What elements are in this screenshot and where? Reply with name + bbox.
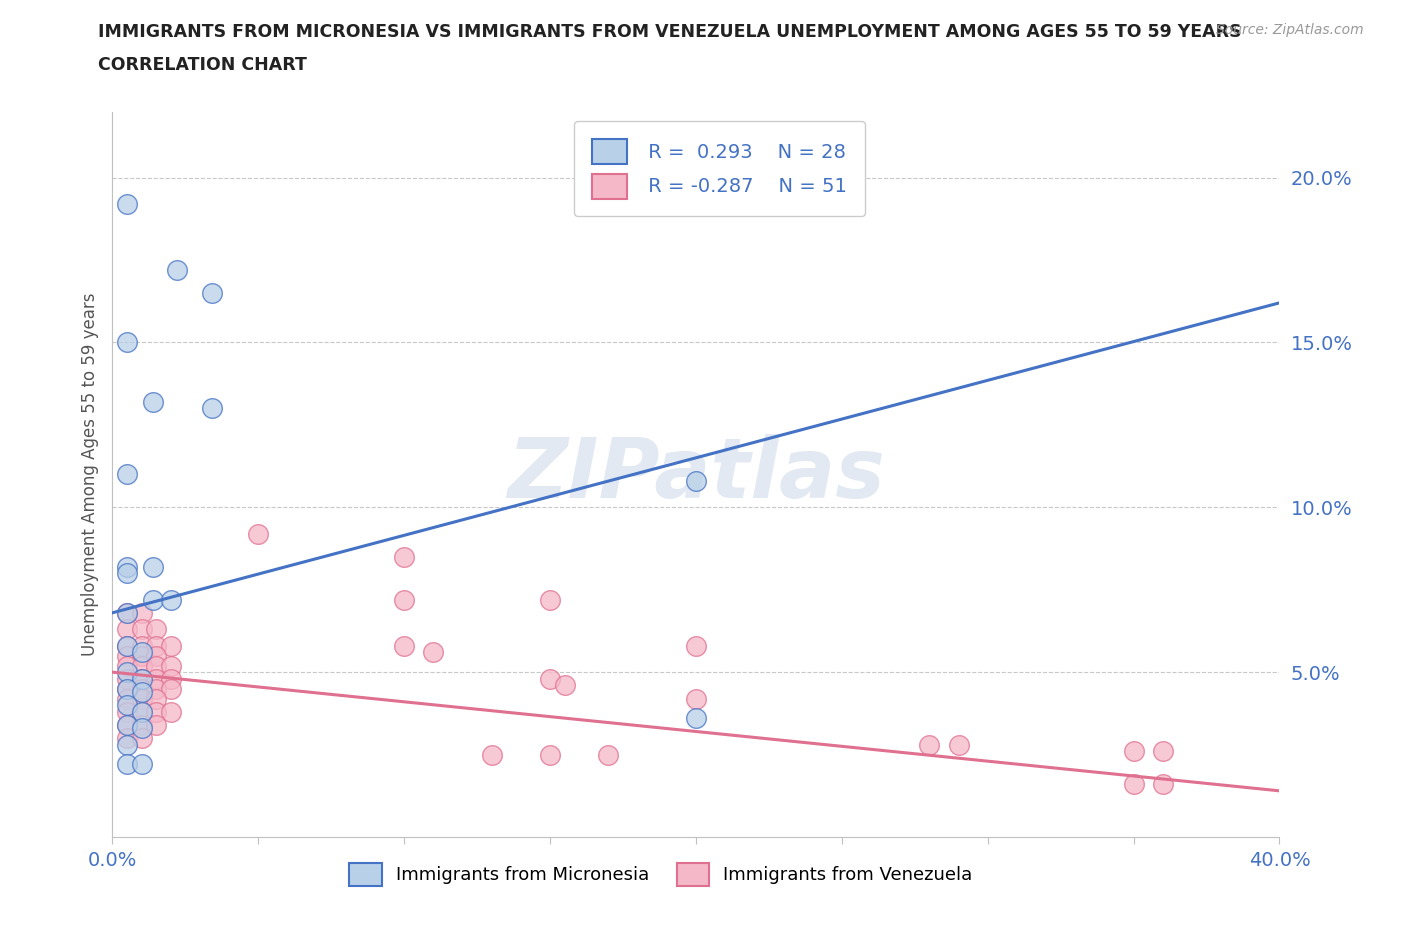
Point	[160, 681, 183, 696]
Point	[145, 717, 167, 732]
Point	[131, 757, 153, 772]
Point	[538, 592, 561, 607]
Point	[145, 704, 167, 719]
Point	[145, 671, 167, 686]
Point	[131, 721, 153, 736]
Point	[115, 467, 138, 482]
Point	[160, 658, 183, 673]
Point	[115, 717, 138, 732]
Point	[115, 565, 138, 580]
Point	[685, 691, 707, 706]
Point	[142, 592, 165, 607]
Point	[131, 704, 153, 719]
Point	[131, 717, 153, 732]
Point	[394, 638, 416, 653]
Point	[115, 196, 138, 211]
Text: Source: ZipAtlas.com: Source: ZipAtlas.com	[1216, 23, 1364, 37]
Point	[131, 671, 153, 686]
Point	[115, 731, 138, 746]
Point	[115, 638, 138, 653]
Point	[247, 526, 270, 541]
Point	[131, 658, 153, 673]
Point	[685, 711, 707, 725]
Point	[115, 622, 138, 637]
Point	[131, 648, 153, 663]
Point	[160, 671, 183, 686]
Point	[131, 681, 153, 696]
Point	[115, 681, 138, 696]
Point	[131, 605, 153, 620]
Point	[115, 717, 138, 732]
Point	[115, 638, 138, 653]
Point	[145, 658, 167, 673]
Point	[166, 262, 188, 277]
Point	[142, 559, 165, 574]
Text: CORRELATION CHART: CORRELATION CHART	[98, 56, 308, 73]
Text: IMMIGRANTS FROM MICRONESIA VS IMMIGRANTS FROM VENEZUELA UNEMPLOYMENT AMONG AGES : IMMIGRANTS FROM MICRONESIA VS IMMIGRANTS…	[98, 23, 1241, 41]
Point	[115, 658, 138, 673]
Point	[115, 757, 138, 772]
Point	[145, 622, 167, 637]
Point	[160, 638, 183, 653]
Point	[160, 704, 183, 719]
Point	[115, 704, 138, 719]
Point	[948, 737, 970, 752]
Y-axis label: Unemployment Among Ages 55 to 59 years: Unemployment Among Ages 55 to 59 years	[80, 293, 98, 656]
Point	[115, 665, 138, 680]
Point	[145, 691, 167, 706]
Point	[538, 671, 561, 686]
Point	[115, 698, 138, 712]
Point	[201, 286, 224, 300]
Point	[131, 691, 153, 706]
Point	[131, 731, 153, 746]
Point	[115, 671, 138, 686]
Point	[145, 681, 167, 696]
Point	[201, 401, 224, 416]
Point	[131, 704, 153, 719]
Legend: Immigrants from Micronesia, Immigrants from Venezuela: Immigrants from Micronesia, Immigrants f…	[342, 856, 980, 893]
Point	[394, 592, 416, 607]
Point	[554, 678, 576, 693]
Text: ZIPatlas: ZIPatlas	[508, 433, 884, 515]
Point	[115, 681, 138, 696]
Point	[481, 747, 503, 762]
Point	[538, 747, 561, 762]
Point	[1152, 777, 1174, 791]
Point	[131, 644, 153, 659]
Point	[115, 559, 138, 574]
Point	[115, 605, 138, 620]
Point	[131, 671, 153, 686]
Point	[115, 737, 138, 752]
Point	[115, 605, 138, 620]
Point	[115, 335, 138, 350]
Point	[145, 648, 167, 663]
Point	[394, 550, 416, 565]
Point	[1122, 744, 1144, 759]
Point	[131, 684, 153, 699]
Point	[422, 644, 444, 659]
Point	[685, 473, 707, 488]
Point	[160, 592, 183, 607]
Point	[918, 737, 941, 752]
Point	[115, 648, 138, 663]
Point	[115, 691, 138, 706]
Point	[1152, 744, 1174, 759]
Point	[142, 394, 165, 409]
Point	[145, 638, 167, 653]
Point	[685, 638, 707, 653]
Point	[131, 638, 153, 653]
Point	[131, 622, 153, 637]
Point	[598, 747, 620, 762]
Point	[1122, 777, 1144, 791]
